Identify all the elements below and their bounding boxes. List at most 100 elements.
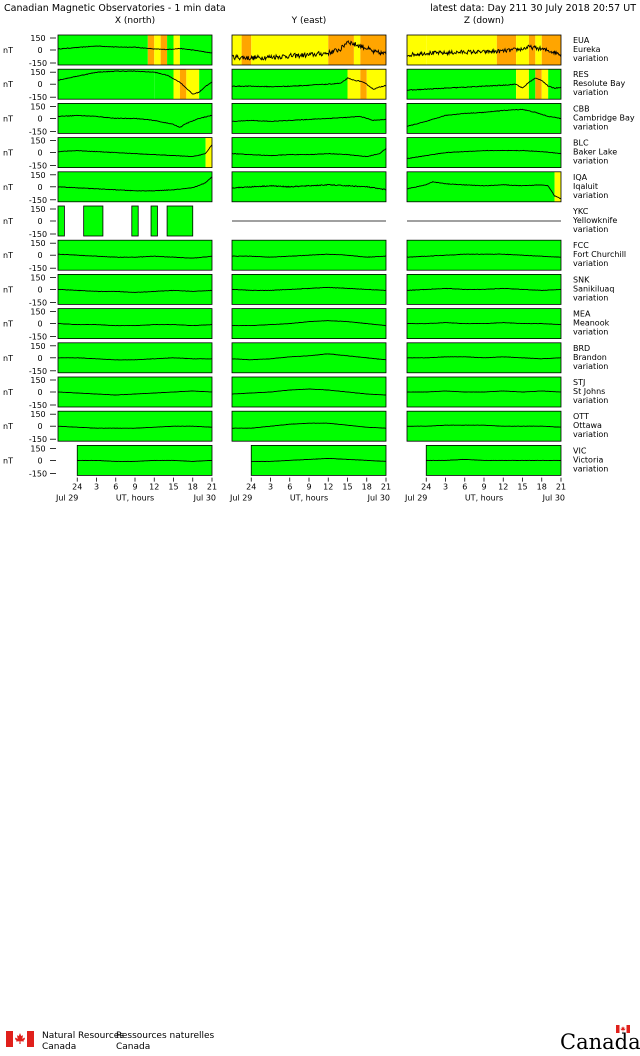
panel-frame <box>231 376 387 408</box>
station-suffix: variation <box>573 259 608 268</box>
xtick-label: 6 <box>287 483 292 492</box>
activity-segment <box>131 206 139 236</box>
activity-segment <box>58 69 155 100</box>
y-unit-label: nT <box>3 183 13 192</box>
xtick-label: 6 <box>113 483 118 492</box>
activity-segment <box>407 69 517 100</box>
ytick-label: -150 <box>29 127 47 136</box>
activity-segment <box>205 137 212 168</box>
station-suffix: variation <box>573 328 608 337</box>
activity-segment <box>167 206 193 236</box>
trace-line <box>406 44 562 58</box>
ytick-label: 150 <box>30 308 45 317</box>
activity-segment <box>58 35 148 65</box>
ytick-label: 0 <box>37 388 42 397</box>
activity-segment <box>407 240 561 271</box>
ytick-label: 150 <box>30 239 45 248</box>
ytick-label: -150 <box>29 93 47 102</box>
station-code: BLC <box>573 139 589 148</box>
panel-frame <box>231 410 387 442</box>
station-code: RES <box>573 70 589 79</box>
panel-frame <box>57 34 213 66</box>
station-suffix: variation <box>573 54 608 63</box>
trace-line <box>232 422 387 429</box>
station-code: MEA <box>573 310 591 319</box>
y-unit-label: nT <box>3 456 13 465</box>
activity-segment <box>173 35 180 65</box>
panel-frame <box>231 171 387 203</box>
station-code: CBB <box>573 104 590 113</box>
panel-frame <box>231 239 387 271</box>
trace-line <box>426 458 562 461</box>
y-unit-label: nT <box>3 149 13 158</box>
panel-frame <box>57 103 213 134</box>
y-unit-label: nT <box>3 114 13 123</box>
activity-segment <box>232 377 386 407</box>
station-name: Meanook <box>573 319 610 328</box>
activity-segment <box>167 35 174 65</box>
trace-line <box>231 40 387 62</box>
trace-line <box>232 353 386 361</box>
activity-segment <box>554 171 561 202</box>
activity-segment <box>541 35 561 65</box>
ytick-label: 150 <box>30 410 45 419</box>
activity-segment <box>407 35 427 65</box>
xtick-label: 21 <box>381 483 391 492</box>
activity-segment <box>347 69 361 100</box>
ytick-label: -150 <box>29 196 47 205</box>
nrcan-english-label: Natural Resources Canada <box>42 1031 124 1053</box>
station-name: Sanikiluaq <box>573 284 614 293</box>
activity-segment <box>496 35 517 65</box>
ytick-label: 0 <box>37 217 42 226</box>
activity-segment <box>151 206 158 236</box>
activity-segment <box>154 35 161 65</box>
panel-frame <box>166 205 194 237</box>
panel-frame <box>57 68 213 100</box>
station-suffix: variation <box>573 464 608 473</box>
panel-frame <box>231 308 387 340</box>
ytick-label: 0 <box>37 183 42 192</box>
y-unit-label: nT <box>3 354 13 363</box>
xtick-label: 9 <box>306 483 311 492</box>
station-code: EUA <box>573 36 590 45</box>
ytick-label: 0 <box>37 46 42 55</box>
panel-frame <box>57 205 65 237</box>
ytick-label: 0 <box>37 456 42 465</box>
xtick-label: 18 <box>188 483 198 492</box>
panel-frame <box>406 171 562 203</box>
nrcan-french-label: Ressources naturelles Canada <box>116 1031 214 1053</box>
trace-line <box>407 253 561 258</box>
station-name: Resolute Bay <box>573 79 625 88</box>
ytick-label: 0 <box>37 354 42 363</box>
date-end-label: Jul 30 <box>367 494 390 503</box>
xtick-label: 21 <box>556 483 566 492</box>
xtick-label: 9 <box>481 483 486 492</box>
ytick-label: -150 <box>29 367 47 376</box>
activity-segment <box>58 274 212 305</box>
xtick-label: 24 <box>72 483 82 492</box>
panel-frame <box>231 342 387 374</box>
station-code: YKC <box>572 207 589 216</box>
activity-segment <box>232 35 242 65</box>
station-name: Fort Churchill <box>573 250 626 259</box>
nrcan-french-line-1: Ressources naturelles <box>116 1031 215 1041</box>
trace-line <box>406 390 562 393</box>
activity-segment <box>541 69 549 100</box>
trace-line <box>57 288 213 293</box>
ytick-label: -150 <box>29 59 47 68</box>
station-name: St Johns <box>573 387 605 396</box>
trace-line <box>407 287 562 291</box>
activity-segment <box>232 411 386 442</box>
activity-segment <box>179 69 187 100</box>
chart-title: Canadian Magnetic Observatories - 1 min … <box>4 3 226 14</box>
ytick-label: -150 <box>29 162 47 171</box>
activity-segment <box>232 137 386 168</box>
panel-frame <box>231 68 387 100</box>
station-suffix: variation <box>573 157 608 166</box>
activity-segment <box>516 69 529 100</box>
panel-frame <box>57 239 213 271</box>
station-name: Baker Lake <box>573 148 617 157</box>
trace-line <box>406 77 562 91</box>
station-suffix: variation <box>573 430 608 439</box>
trace-line <box>232 253 387 258</box>
